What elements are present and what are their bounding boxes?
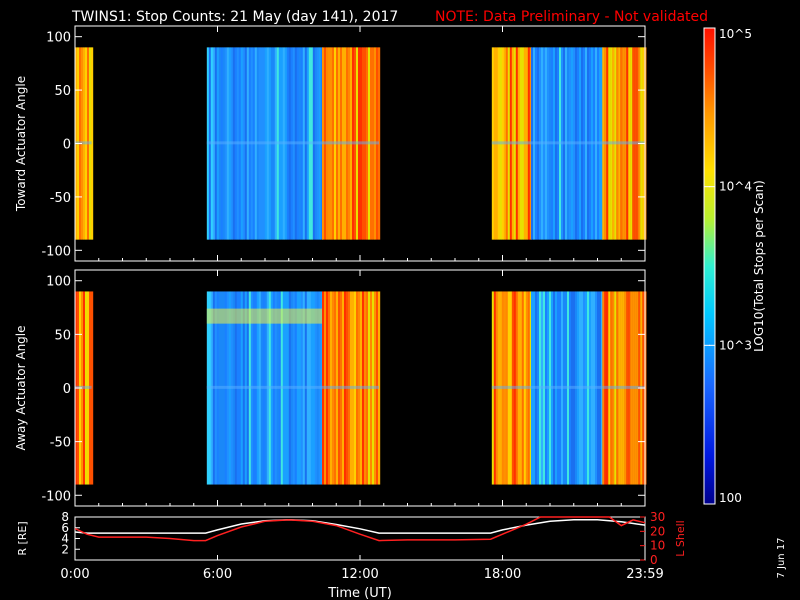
high-count-band: [206, 308, 322, 324]
zero-angle-line: [322, 385, 379, 389]
zero-angle-line: [322, 141, 379, 145]
x-tick-label: 0:00: [60, 567, 89, 582]
colorbar-label: LOG10(Total Stops per Scan): [752, 180, 766, 352]
y-tick-label: 100: [46, 275, 71, 290]
data-column: [378, 47, 381, 240]
colorbar: 10^5 10^4 10^3 100 LOG10(Total Stops per Sc…: [703, 27, 766, 505]
zero-angle-line: [206, 141, 322, 145]
y-tick-label: -50: [50, 436, 71, 451]
data-segment: [206, 291, 324, 485]
zero-angle-line: [602, 141, 645, 145]
y-tick-label-right: 0: [650, 553, 658, 567]
y-axis-label-right: L Shell: [674, 520, 687, 556]
colorbar-tick-label: 10^4: [719, 180, 752, 194]
y-axis-label-left: R [RE]: [16, 521, 29, 555]
y-tick-label-left: 8: [61, 510, 69, 524]
y-tick-label-left: 6: [61, 521, 69, 535]
data-segment: [491, 291, 533, 485]
y-tick-label: -100: [41, 489, 71, 504]
data-segment: [322, 47, 381, 240]
y-tick-label: 100: [46, 31, 71, 46]
colorbar-tick-label: 10^3: [719, 338, 752, 352]
zero-angle-line: [491, 141, 531, 145]
data-column: [378, 291, 381, 485]
zero-angle-line: [206, 385, 322, 389]
y-tick-label: 50: [54, 84, 71, 99]
y-tick-label: 0: [63, 382, 71, 397]
radial-distance-line: [74, 518, 646, 534]
data-segment: [602, 291, 647, 485]
data-segment: [491, 47, 533, 240]
y-tick-label: -50: [50, 191, 71, 206]
data-note: NOTE: Data Preliminary - Not validated: [435, 9, 708, 25]
zero-angle-line: [531, 385, 603, 389]
zero-angle-line: [531, 141, 603, 145]
generation-date: 7 Jun 17: [776, 537, 787, 578]
data-segment: [531, 291, 604, 485]
y-tick-label: 0: [63, 138, 71, 153]
y-tick-label-right: 20: [650, 524, 665, 538]
colorbar-gradient: [703, 27, 716, 505]
data-segment: [206, 47, 324, 240]
x-tick-label: 18:00: [484, 567, 521, 582]
y-tick-label-left: 2: [61, 542, 69, 556]
heatmap-panel-middle: 100 50 0 -50 -100 Away Actuator Angle: [14, 269, 647, 507]
y-tick-label-right: 30: [650, 510, 665, 524]
y-tick-label: 50: [54, 328, 71, 343]
data-column: [91, 291, 94, 485]
zero-angle-line: [75, 141, 92, 145]
zero-angle-line: [602, 385, 645, 389]
zero-angle-line: [491, 385, 531, 389]
l-shell-line: [74, 516, 646, 542]
x-tick-label: 6:00: [203, 567, 232, 582]
x-axis-label: Time (UT): [327, 586, 392, 600]
chart-title: TWINS1: Stop Counts: 21 May (day 141), 2…: [71, 9, 398, 25]
y-tick-label: -100: [41, 244, 71, 259]
data-segment: [322, 291, 381, 485]
y-axis-label: Away Actuator Angle: [14, 325, 28, 450]
y-tick-label-left: 4: [61, 532, 69, 546]
y-tick-label-right: 10: [650, 539, 665, 553]
x-tick-label: 12:00: [341, 567, 378, 582]
colorbar-tick-label: 100: [719, 491, 742, 505]
y-axis-label: Toward Actuator Angle: [14, 76, 28, 212]
zero-angle-line: [75, 385, 92, 389]
data-column: [91, 47, 94, 240]
x-tick-label: 23:59: [626, 567, 663, 582]
heatmap-panel-top: 100 50 0 -50 -100 Toward Actuator Angle: [14, 25, 647, 262]
colorbar-tick-label: 10^5: [719, 27, 752, 41]
data-segment: [531, 47, 604, 240]
